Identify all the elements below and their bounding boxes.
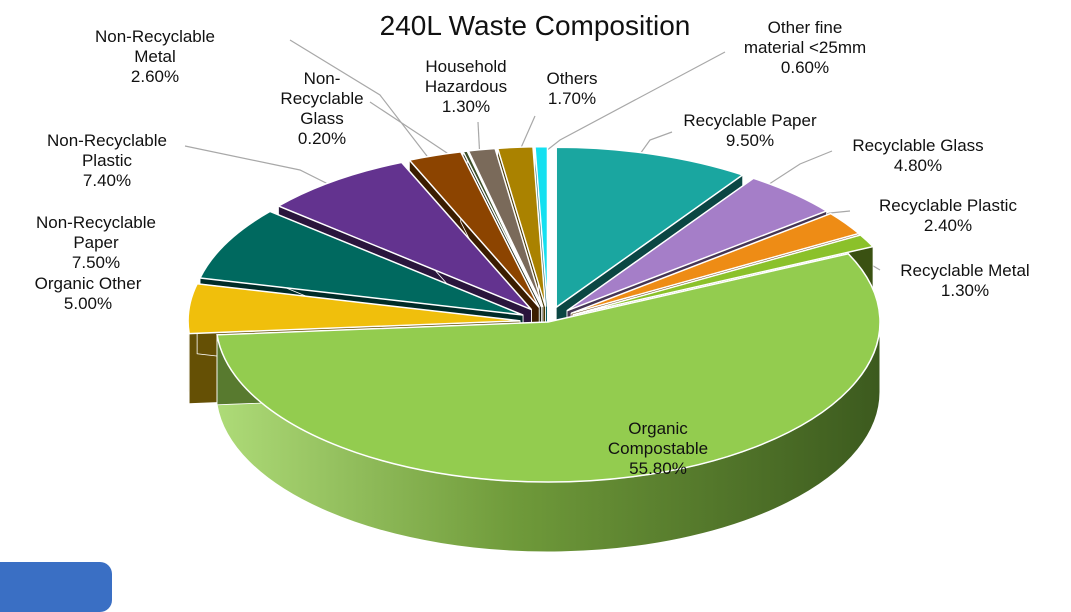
slice-label-line: 9.50% <box>726 131 774 150</box>
slice-label-line: 5.00% <box>64 294 112 313</box>
slice-label-line: Others <box>546 69 597 88</box>
pie-slice <box>276 161 532 311</box>
slice-label: Non-Recyclable Metal 2.60% <box>95 27 215 86</box>
pie-slice <box>216 252 881 483</box>
leader-line <box>184 145 331 186</box>
slice-label-line: 55.80% <box>629 459 687 478</box>
slice-label-line: 1.30% <box>442 97 490 116</box>
slice-label: Recyclable Paper 9.50% <box>683 111 817 150</box>
pie-slice <box>461 150 543 308</box>
chart-title: 240L Waste Composition <box>380 10 691 41</box>
slice-label-line: Hazardous <box>425 77 507 96</box>
slice-label-line: material <25mm <box>744 38 866 57</box>
slice-label: Others 1.70% <box>546 69 597 108</box>
corner-tab[interactable] <box>0 562 112 612</box>
slice-label-line: 1.30% <box>941 281 989 300</box>
slice-label-line: Recyclable Paper <box>683 111 817 130</box>
pie-slice <box>198 210 524 316</box>
slice-label-line: Recyclable Plastic <box>879 196 1017 215</box>
slice-label-line: Organic Other <box>35 274 142 293</box>
slice-label: Non-Recyclable Glass 0.20% <box>280 69 363 148</box>
pie-slice <box>570 212 861 315</box>
slice-label-line: Organic <box>628 419 688 438</box>
slice-label-line: 4.80% <box>894 156 942 175</box>
pie-slice <box>187 282 521 335</box>
slice-label-line: Glass <box>300 109 343 128</box>
slice-label-line: Recyclable <box>280 89 363 108</box>
slice-label-line: Household <box>425 57 506 76</box>
slice-label-line: 2.60% <box>131 67 179 86</box>
slice-labels: Recyclable Paper 9.50% Recyclable Glass 4.8… <box>35 18 1030 478</box>
slice-label-line: 2.40% <box>924 216 972 235</box>
pie-chart: 240L Waste Composition Recyclable Paper 9… <box>35 10 1030 553</box>
slice-label-line: 7.40% <box>83 171 131 190</box>
slice-label-line: Other fine <box>768 18 843 37</box>
pie-slice <box>572 234 875 316</box>
slice-label: Recyclable Glass 4.80% <box>852 136 983 175</box>
slice-label-line: Non-Recyclable <box>36 213 156 232</box>
slice-label: Organic Other 5.00% <box>35 274 142 313</box>
pie-slice <box>566 177 829 312</box>
pie-slice <box>555 146 745 309</box>
slice-label-line: Metal <box>134 47 176 66</box>
pie-slice <box>467 147 544 308</box>
slice-tops <box>187 145 881 483</box>
slice-label: Non-Recyclable Plastic 7.40% <box>47 131 167 190</box>
slice-label: Household Hazardous 1.30% <box>425 57 507 116</box>
slice-label: Organic Compostable 55.80% <box>608 419 708 478</box>
pie-slice <box>496 146 547 307</box>
slice-label-line: Non-Recyclable <box>47 131 167 150</box>
slice-label-line: Plastic <box>82 151 133 170</box>
slice-label-line: Non- <box>304 69 341 88</box>
slice-label-line: Recyclable Metal <box>900 261 1029 280</box>
slice-label-line: 1.70% <box>548 89 596 108</box>
slice-label: Recyclable Metal 1.30% <box>900 261 1029 300</box>
slice-label-line: 0.20% <box>298 129 346 148</box>
slice-label-line: Non-Recyclable <box>95 27 215 46</box>
slice-label-line: 7.50% <box>72 253 120 272</box>
slice-label-line: Paper <box>73 233 119 252</box>
leader-line <box>289 39 431 161</box>
leader-line <box>759 150 833 191</box>
slice-label-line: Recyclable Glass <box>852 136 983 155</box>
slice-label-line: 0.60% <box>781 58 829 77</box>
slice-label-line: Compostable <box>608 439 708 458</box>
pie-slice <box>534 145 549 307</box>
slice-label: Recyclable Plastic 2.40% <box>879 196 1017 235</box>
pie-slice <box>407 151 540 308</box>
slice-label: Non-Recyclable Paper 7.50% <box>36 213 156 272</box>
slice-label: Other fine material <25mm 0.60% <box>744 18 866 77</box>
